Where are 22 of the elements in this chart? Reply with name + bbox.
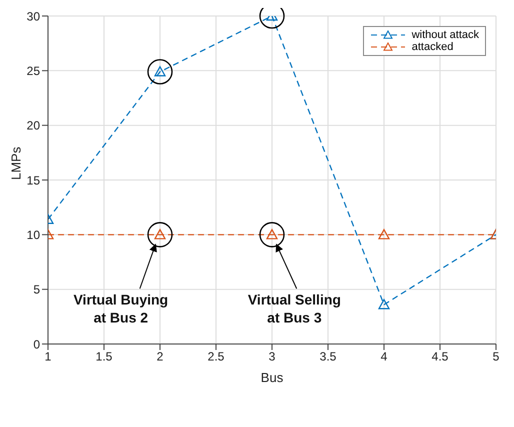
- x-tick-label: 3: [268, 350, 276, 364]
- x-tick-label: 2.5: [208, 350, 225, 364]
- x-tick-label: 4: [380, 350, 388, 364]
- annotation: Virtual Selling at Bus 3: [248, 292, 341, 326]
- y-tick-label: 10: [26, 228, 40, 242]
- x-tick-label: 1.5: [96, 350, 113, 364]
- y-tick-label: 15: [26, 173, 40, 188]
- legend-label: attacked: [412, 41, 454, 53]
- x-tick-label: 4.5: [432, 350, 449, 364]
- x-tick-label: 2: [156, 350, 164, 364]
- y-tick-label: 0: [33, 337, 40, 352]
- y-tick-label: 30: [26, 9, 40, 24]
- annotation: Virtual Buying at Bus 2: [73, 292, 168, 326]
- x-tick-label: 3.5: [320, 350, 337, 364]
- y-tick-label: 5: [33, 282, 40, 297]
- y-tick-label: 20: [26, 118, 40, 133]
- x-tick-label: 5: [492, 350, 500, 364]
- x-tick-label: 1: [44, 350, 52, 364]
- x-axis-title: Bus: [260, 370, 284, 385]
- legend-label: without attack: [412, 29, 479, 41]
- y-axis-title: LMPs: [8, 146, 24, 180]
- y-tick-label: 25: [26, 64, 40, 78]
